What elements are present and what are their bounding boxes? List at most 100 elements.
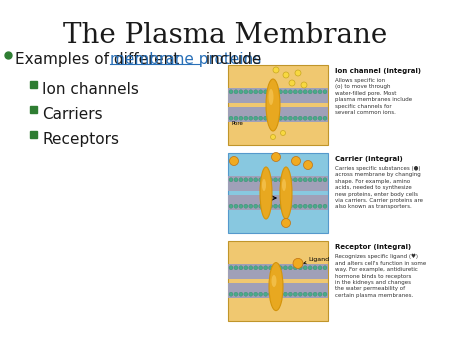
Text: Examples of different: Examples of different xyxy=(15,52,184,67)
Ellipse shape xyxy=(249,292,253,296)
Ellipse shape xyxy=(264,266,268,270)
Text: The Plasma Membrane: The Plasma Membrane xyxy=(63,22,387,49)
Ellipse shape xyxy=(274,204,278,208)
Text: Allows specific ion
(o) to move through
water-filled pore. Most
plasma membranes: Allows specific ion (o) to move through … xyxy=(335,78,412,115)
Ellipse shape xyxy=(269,90,273,94)
Text: include: include xyxy=(201,52,261,67)
Ellipse shape xyxy=(303,178,307,182)
Ellipse shape xyxy=(249,178,253,182)
Ellipse shape xyxy=(249,116,253,120)
Ellipse shape xyxy=(239,204,243,208)
Ellipse shape xyxy=(274,292,278,296)
Ellipse shape xyxy=(313,292,317,296)
Ellipse shape xyxy=(284,204,288,208)
Ellipse shape xyxy=(318,90,322,94)
Ellipse shape xyxy=(244,178,248,182)
Bar xyxy=(228,195,328,210)
Ellipse shape xyxy=(274,116,278,120)
Bar xyxy=(228,65,328,145)
Ellipse shape xyxy=(303,90,307,94)
Ellipse shape xyxy=(308,292,312,296)
Ellipse shape xyxy=(298,292,302,296)
Ellipse shape xyxy=(229,178,233,182)
Ellipse shape xyxy=(303,161,312,169)
Ellipse shape xyxy=(271,275,276,287)
Ellipse shape xyxy=(282,179,286,191)
Ellipse shape xyxy=(279,90,283,94)
Ellipse shape xyxy=(269,116,273,120)
Text: Recognizes specific ligand (♥)
and alters cell's function in some
way. For examp: Recognizes specific ligand (♥) and alter… xyxy=(335,254,426,298)
Ellipse shape xyxy=(298,266,302,270)
Ellipse shape xyxy=(295,70,301,76)
Ellipse shape xyxy=(269,266,273,270)
Text: Carries specific substances (●)
across membrane by changing
shape. For example, : Carries specific substances (●) across m… xyxy=(335,166,423,210)
Ellipse shape xyxy=(262,179,266,191)
Ellipse shape xyxy=(308,266,312,270)
Ellipse shape xyxy=(259,90,263,94)
Ellipse shape xyxy=(234,90,238,94)
Ellipse shape xyxy=(293,258,303,268)
Ellipse shape xyxy=(259,266,263,270)
Ellipse shape xyxy=(234,266,238,270)
Ellipse shape xyxy=(269,89,274,105)
Ellipse shape xyxy=(279,204,283,208)
Ellipse shape xyxy=(254,178,258,182)
Ellipse shape xyxy=(239,292,243,296)
Ellipse shape xyxy=(284,116,288,120)
Ellipse shape xyxy=(289,80,295,86)
Ellipse shape xyxy=(254,266,258,270)
Bar xyxy=(30,81,37,88)
Ellipse shape xyxy=(244,292,248,296)
Ellipse shape xyxy=(308,204,312,208)
Ellipse shape xyxy=(303,204,307,208)
Ellipse shape xyxy=(313,90,317,94)
Ellipse shape xyxy=(259,292,263,296)
Ellipse shape xyxy=(244,204,248,208)
Ellipse shape xyxy=(239,178,243,182)
Ellipse shape xyxy=(279,292,283,296)
Ellipse shape xyxy=(298,204,302,208)
Text: membrane proteins: membrane proteins xyxy=(110,52,261,67)
Ellipse shape xyxy=(264,90,268,94)
Ellipse shape xyxy=(323,116,327,120)
Ellipse shape xyxy=(234,178,238,182)
Ellipse shape xyxy=(264,204,268,208)
Text: Ion channels: Ion channels xyxy=(42,82,139,97)
Text: Carrier (integral): Carrier (integral) xyxy=(335,156,403,162)
Ellipse shape xyxy=(284,90,288,94)
Ellipse shape xyxy=(308,178,312,182)
Ellipse shape xyxy=(318,178,322,182)
Text: Pore: Pore xyxy=(232,121,244,126)
Ellipse shape xyxy=(283,72,289,78)
Ellipse shape xyxy=(254,292,258,296)
Ellipse shape xyxy=(280,130,285,136)
Ellipse shape xyxy=(264,178,268,182)
Text: Receptors: Receptors xyxy=(42,132,119,147)
Ellipse shape xyxy=(303,266,307,270)
Ellipse shape xyxy=(313,204,317,208)
Ellipse shape xyxy=(279,178,283,182)
Ellipse shape xyxy=(301,82,307,88)
Ellipse shape xyxy=(288,266,292,270)
Ellipse shape xyxy=(259,116,263,120)
Ellipse shape xyxy=(230,156,238,166)
Ellipse shape xyxy=(229,204,233,208)
Ellipse shape xyxy=(323,292,327,296)
Ellipse shape xyxy=(260,167,272,219)
Ellipse shape xyxy=(264,116,268,120)
Ellipse shape xyxy=(229,90,233,94)
Ellipse shape xyxy=(249,204,253,208)
Ellipse shape xyxy=(259,204,263,208)
Ellipse shape xyxy=(239,116,243,120)
Text: Receptor (integral): Receptor (integral) xyxy=(335,244,411,250)
Ellipse shape xyxy=(293,266,297,270)
Ellipse shape xyxy=(303,292,307,296)
Ellipse shape xyxy=(269,204,273,208)
Bar xyxy=(228,153,328,233)
Ellipse shape xyxy=(279,266,283,270)
Ellipse shape xyxy=(323,90,327,94)
Ellipse shape xyxy=(308,90,312,94)
Ellipse shape xyxy=(323,266,327,270)
Ellipse shape xyxy=(313,116,317,120)
Ellipse shape xyxy=(298,116,302,120)
